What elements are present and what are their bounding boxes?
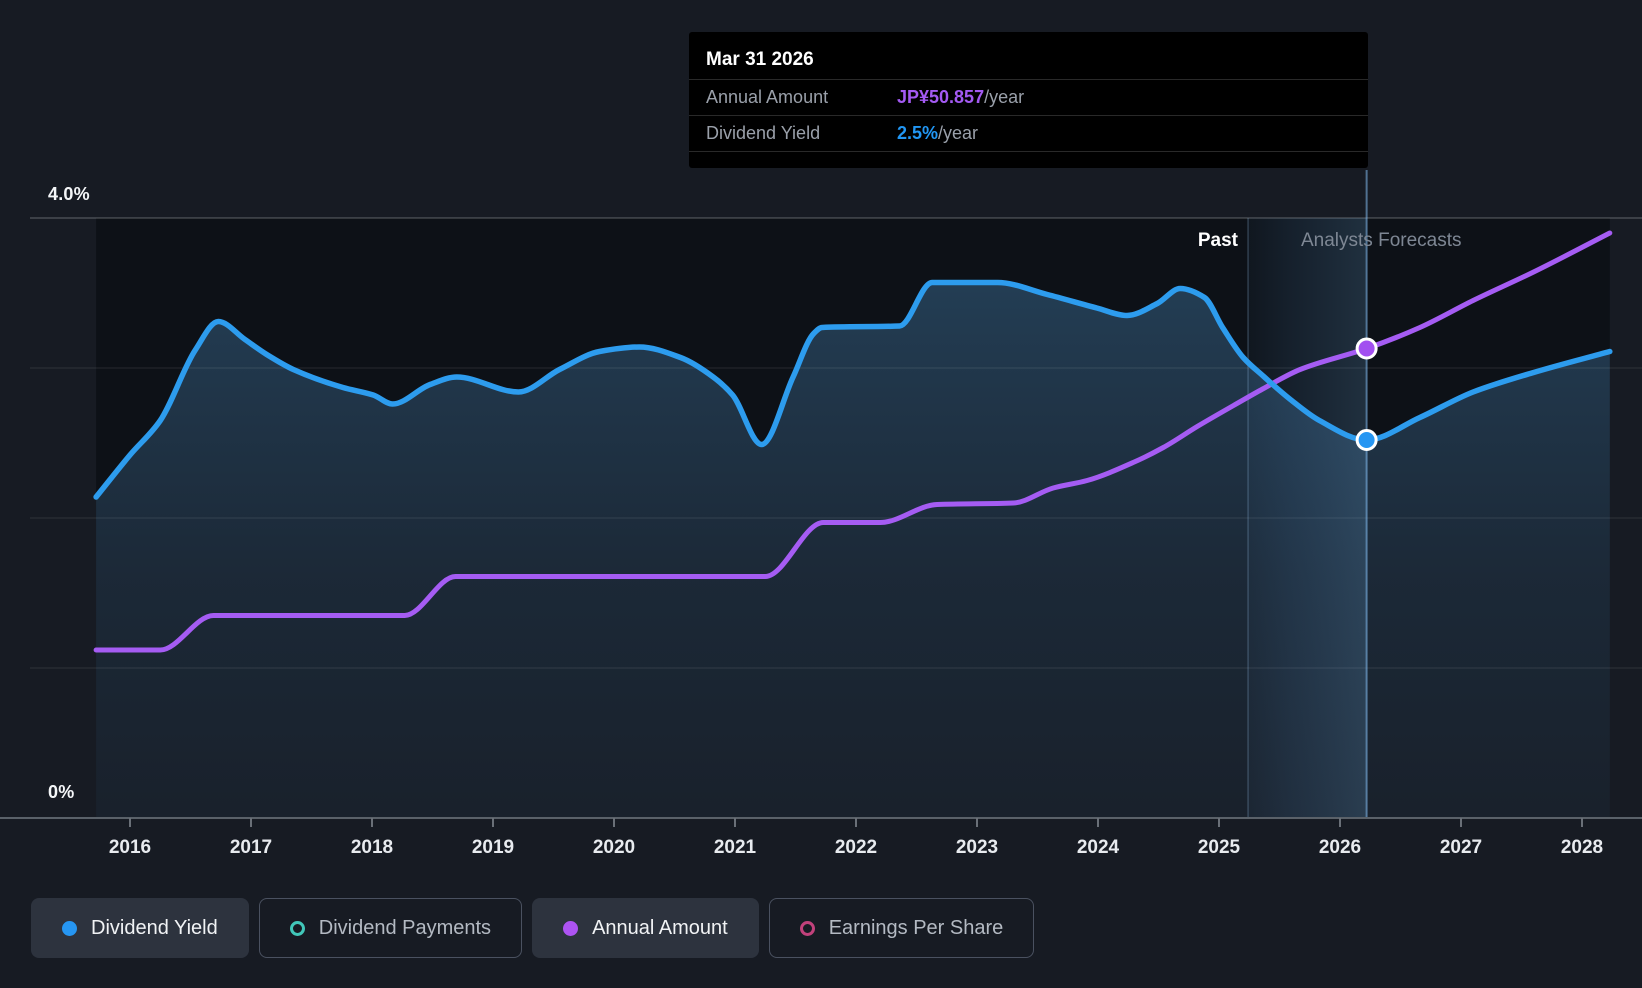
- x-axis-label: 2019: [472, 837, 514, 858]
- tooltip-row-annual-amount: Annual Amount JP¥50.857 /year: [689, 80, 1368, 116]
- tooltip-row-dividend-yield: Dividend Yield 2.5% /year: [689, 116, 1368, 152]
- tooltip-label: Dividend Yield: [706, 123, 821, 143]
- earnings-per-share-ring-icon: [799, 920, 815, 936]
- x-axis-label: 2018: [351, 837, 393, 858]
- plot-darken-region: [96, 218, 1610, 497]
- x-axis-label: 2016: [109, 837, 151, 858]
- dividend-yield-dot-icon: [62, 920, 77, 936]
- y-axis-label-top: 4.0%: [48, 184, 90, 204]
- chart-tooltip: Mar 31 2026 Annual Amount JP¥50.857 /yea…: [689, 32, 1368, 168]
- legend-label: Earnings Per Share: [828, 916, 1004, 939]
- legend-button-dividend-payments[interactable]: Dividend Payments: [258, 898, 523, 958]
- legend-button-dividend-yield[interactable]: Dividend Yield: [31, 898, 249, 958]
- x-axis-label: 2027: [1440, 837, 1482, 858]
- tooltip-value-suffix: /year: [984, 87, 1025, 107]
- tooltip-value: JP¥50.857: [897, 87, 985, 107]
- legend-label: Dividend Payments: [318, 916, 492, 939]
- x-axis-label: 2020: [593, 837, 635, 858]
- dividend-yield-area-fill: [96, 282, 1610, 818]
- x-axis-label: 2023: [956, 837, 998, 858]
- x-axis-label: 2022: [835, 837, 877, 858]
- y-axis-label-bottom: 0%: [48, 782, 75, 802]
- x-axis-label: 2021: [714, 837, 757, 858]
- x-axis-label: 2025: [1198, 837, 1241, 858]
- analysts-forecasts-label: Analysts Forecasts: [1301, 230, 1462, 251]
- x-axis-label: 2026: [1319, 837, 1361, 858]
- hover-highlight-band: [1248, 218, 1367, 818]
- x-axis-label: 2017: [230, 837, 272, 858]
- tooltip-date: Mar 31 2026: [689, 32, 1368, 80]
- x-axis-label: 2028: [1561, 837, 1603, 858]
- chart-legend: Dividend Yield Dividend Payments Annual …: [31, 898, 1035, 958]
- legend-label: Annual Amount: [592, 916, 728, 939]
- tooltip-label: Annual Amount: [706, 87, 829, 107]
- annual-amount-dot-icon: [563, 920, 579, 936]
- tooltip-value: 2.5%: [897, 123, 939, 143]
- legend-label: Dividend Yield: [91, 916, 218, 939]
- hover-marker-annual-amount: [1355, 337, 1378, 360]
- dividend-yield-line: [93, 279, 1613, 500]
- hover-marker-dividend-yield: [1355, 429, 1378, 451]
- x-axis-label: 2024: [1077, 837, 1120, 858]
- legend-button-earnings-per-share[interactable]: Earnings Per Share: [768, 898, 1035, 958]
- tooltip-value-suffix: /year: [938, 123, 979, 143]
- past-label: Past: [1197, 230, 1238, 251]
- dividend-payments-ring-icon: [289, 920, 305, 936]
- legend-button-annual-amount[interactable]: Annual Amount: [532, 898, 759, 958]
